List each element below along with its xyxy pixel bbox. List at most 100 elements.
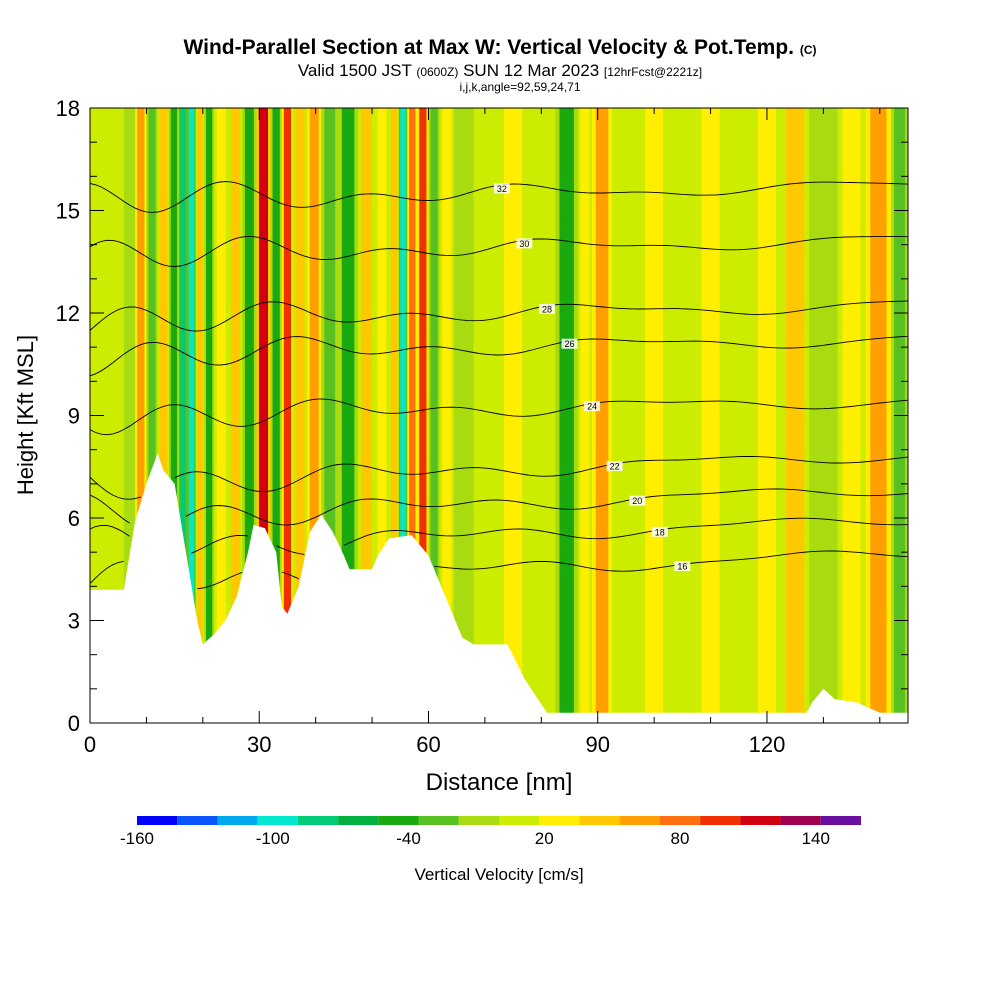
forecast-info: [12hrFcst@2221z] xyxy=(603,65,703,79)
velocity-band xyxy=(157,108,169,723)
velocity-band xyxy=(228,108,243,723)
contour-theta-26: 26 xyxy=(90,335,908,377)
velocity-band-core xyxy=(842,108,861,723)
colorbar-swatch xyxy=(780,816,821,825)
velocity-band-core xyxy=(216,108,226,723)
colorbar-swatch xyxy=(820,816,861,825)
velocity-band xyxy=(428,108,440,723)
colorbar-swatch xyxy=(700,816,741,825)
contour-label: 26 xyxy=(565,339,575,349)
velocity-band-core xyxy=(757,108,776,723)
velocity-band xyxy=(204,108,215,723)
velocity-band-core xyxy=(400,108,406,723)
velocity-band xyxy=(187,108,196,723)
title-block: Wind-Parallel Section at Max W: Vertical… xyxy=(0,36,1000,93)
colorbar-tick-label: 80 xyxy=(671,829,690,848)
velocity-band xyxy=(398,108,408,723)
x-axis-label: Distance [nm] xyxy=(426,769,573,796)
velocity-band xyxy=(417,108,429,723)
velocity-band-core xyxy=(170,108,178,723)
copyright-mark: (C) xyxy=(799,43,817,57)
chart-subtitle: Valid 1500 JST (0600Z) SUN 12 Mar 2023 [… xyxy=(0,62,1000,81)
contour-label-bg xyxy=(584,401,601,412)
colorbar-swatch xyxy=(137,816,178,825)
colorbar-swatch xyxy=(257,816,298,825)
valid-date: SUN 12 Mar 2023 xyxy=(463,61,600,80)
velocity-band-core xyxy=(377,108,387,723)
velocity-band xyxy=(865,108,892,723)
contour-theta-30: 30 xyxy=(90,235,908,267)
contour-theta-28: 28 xyxy=(90,300,908,332)
x-tick-label: 0 xyxy=(84,732,96,757)
contour-line xyxy=(90,398,908,436)
velocity-band xyxy=(357,108,375,723)
contour-line xyxy=(90,300,908,332)
contour-label-bg xyxy=(674,561,691,572)
y-tick-label: 12 xyxy=(56,301,80,326)
velocity-band-core xyxy=(283,108,292,723)
valid-time: Valid 1500 JST xyxy=(297,61,412,80)
colorbar-swatch xyxy=(217,816,258,825)
velocity-band xyxy=(388,108,399,723)
colorbar-swatch xyxy=(659,816,701,825)
velocity-band-core xyxy=(244,108,254,723)
x-tick-label: 30 xyxy=(247,732,271,757)
velocity-band-core xyxy=(188,108,195,723)
valid-utc: (0600Z) xyxy=(416,65,459,79)
velocity-band xyxy=(123,108,136,723)
contour-label-bg xyxy=(516,238,533,249)
velocity-band xyxy=(281,108,294,723)
velocity-band-core xyxy=(409,108,416,723)
velocity-band xyxy=(752,108,782,723)
velocity-band-core xyxy=(442,108,452,723)
y-tick-label: 3 xyxy=(68,609,80,634)
grid-indices: i,j,k,angle=92,59,24,71 xyxy=(459,80,581,94)
velocity-band xyxy=(270,108,282,723)
velocity-band-core xyxy=(673,108,692,723)
contour-label-bg xyxy=(629,495,646,506)
contour-label: 20 xyxy=(632,496,642,506)
colorbar-swatch xyxy=(297,816,339,825)
velocity-band-core xyxy=(532,108,551,723)
colorbar-swatch xyxy=(619,816,660,825)
velocity-band xyxy=(473,108,499,723)
velocity-band xyxy=(611,108,641,723)
velocity-band-core xyxy=(137,108,145,723)
y-tick-label: 18 xyxy=(56,96,80,121)
velocity-band xyxy=(668,108,697,723)
colorbar-swatch xyxy=(579,816,620,825)
velocity-band-core xyxy=(361,108,372,723)
y-tick-label: 9 xyxy=(68,404,80,429)
velocity-band xyxy=(195,108,205,723)
colorbar-tick-label: 140 xyxy=(802,829,830,848)
contour-label: 16 xyxy=(677,562,687,572)
y-tick-label: 0 xyxy=(68,711,80,736)
contour-label: 22 xyxy=(610,462,620,472)
x-tick-label: 60 xyxy=(416,732,440,757)
velocity-band xyxy=(724,108,753,723)
terrain-shape xyxy=(90,453,908,723)
velocity-band-core xyxy=(645,108,664,723)
contour-theta-16: 16 xyxy=(90,550,908,590)
velocity-band-core xyxy=(180,108,186,723)
colorbar-tick-label: -100 xyxy=(256,829,290,848)
contour-label-bg xyxy=(493,183,510,194)
colorbar-label: Vertical Velocity [cm/s] xyxy=(414,865,583,884)
velocity-band xyxy=(781,108,810,723)
velocity-band xyxy=(168,108,179,723)
velocity-band-core xyxy=(559,108,574,723)
contour-label-bg xyxy=(606,461,623,472)
velocity-band-core xyxy=(595,108,609,723)
velocity-band-core xyxy=(295,108,305,723)
velocity-band xyxy=(592,108,612,723)
colorbar-tick-label: -160 xyxy=(120,829,154,848)
velocity-band xyxy=(809,108,838,723)
contour-line xyxy=(90,335,908,377)
velocity-band xyxy=(178,108,188,723)
velocity-band-core xyxy=(419,108,427,723)
colorbar-swatch xyxy=(458,816,499,825)
y-tick-label: 6 xyxy=(68,506,80,531)
y-axis-label: Height [Kft MSL] xyxy=(13,335,38,495)
contour-label: 24 xyxy=(587,402,597,412)
velocity-band-core xyxy=(478,108,495,723)
